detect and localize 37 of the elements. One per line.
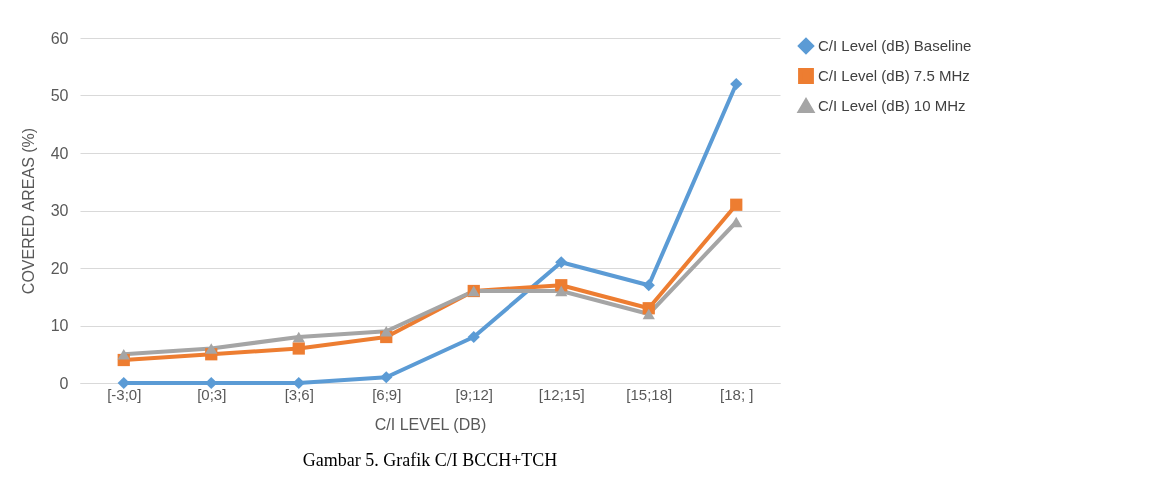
x-tick-label: [9;12] — [455, 385, 494, 403]
x-tick-label: [3;6] — [284, 385, 314, 403]
point — [117, 348, 130, 360]
point — [730, 77, 743, 91]
x-tick-label: [0;3] — [197, 385, 227, 403]
point — [555, 285, 568, 297]
x-tick-label: [-3;0] — [107, 385, 142, 403]
y-tick-label: 50 — [50, 87, 69, 104]
x-tick-label: [15;18] — [626, 385, 673, 403]
y-tick-label: 60 — [50, 29, 69, 47]
point — [292, 376, 305, 390]
point — [730, 198, 743, 211]
point — [555, 256, 568, 269]
text: Gambar 5. Grafik C/I BCCH+TCH — [302, 450, 558, 470]
legend-label: C/I Level (dB) 7.5 MHz — [818, 67, 970, 84]
y-tick-label: 40 — [50, 144, 69, 162]
x-tick-label: [18; ] — [720, 385, 754, 403]
y-tick-label: 30 — [50, 202, 69, 219]
point — [380, 325, 393, 337]
y-axis-title: COVERED AREAS (%) — [19, 127, 37, 295]
point — [642, 279, 655, 292]
y-tick-label: 10 — [50, 317, 69, 334]
point — [205, 376, 218, 390]
y-tick-label: 0 — [59, 374, 69, 392]
point — [467, 330, 480, 344]
x-tick-label: [6;9] — [372, 385, 402, 403]
point — [642, 308, 655, 320]
legend-label: C/I Level (dB) 10 MHz — [818, 97, 966, 114]
x-axis-title: C/I LEVEL (DB) — [374, 415, 487, 433]
point — [292, 331, 305, 343]
point — [205, 343, 218, 354]
point — [380, 371, 393, 384]
y-tick-label: 20 — [50, 259, 69, 277]
point — [117, 376, 130, 390]
point — [292, 342, 305, 355]
legend-label: C/I Level (dB) Baseline — [818, 37, 972, 54]
x-tick-label: [12;15] — [538, 385, 585, 403]
